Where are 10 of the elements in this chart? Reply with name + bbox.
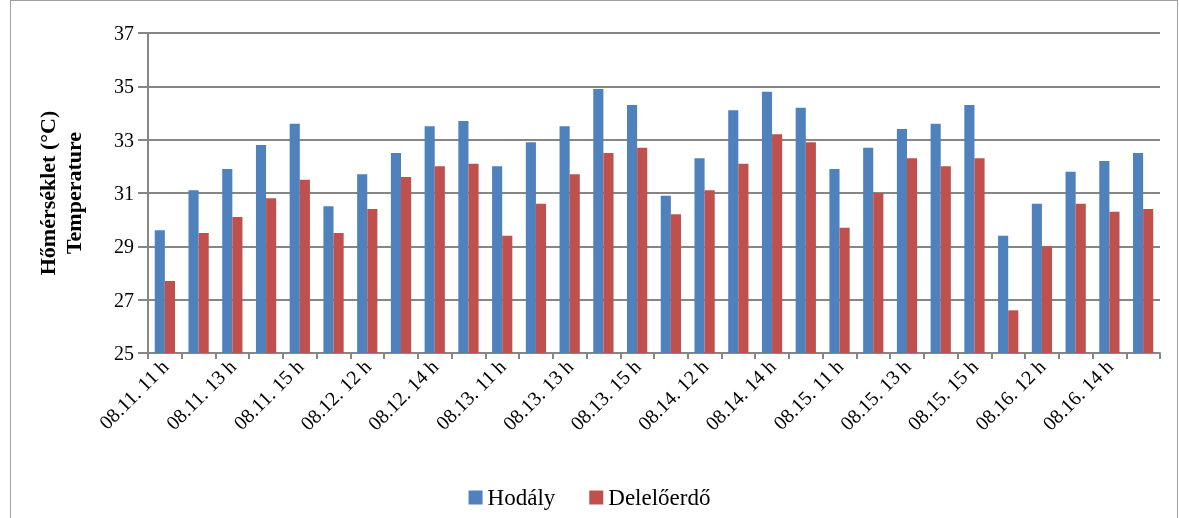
legend-label: Delelőerdő [608, 485, 711, 510]
legend-label: Hodály [487, 485, 556, 510]
y-tick-label: 37 [114, 22, 134, 44]
y-axis-title: Hőmérséklet (°C) Temperature [34, 110, 86, 276]
y-tick-label: 27 [114, 288, 134, 311]
y-tick-label: 25 [114, 342, 134, 364]
y-tick-label: 33 [114, 128, 134, 151]
y-tick-label: 31 [114, 182, 134, 204]
y-tick-label: 29 [114, 235, 134, 258]
y-tick-label: 35 [114, 75, 134, 98]
